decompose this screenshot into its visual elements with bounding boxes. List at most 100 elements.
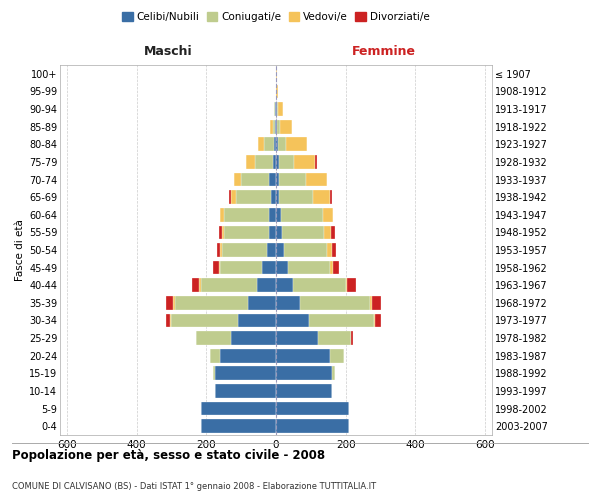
Bar bbox=[276, 420, 349, 433]
Bar bbox=[330, 260, 334, 274]
Bar bbox=[166, 296, 173, 310]
Bar bbox=[276, 243, 284, 257]
Bar bbox=[276, 190, 280, 204]
Bar bbox=[255, 155, 272, 169]
Bar bbox=[210, 349, 220, 362]
Bar bbox=[318, 331, 351, 345]
Bar bbox=[276, 366, 332, 380]
Bar bbox=[372, 296, 380, 310]
Bar bbox=[257, 138, 264, 151]
Bar bbox=[351, 331, 353, 345]
Bar bbox=[269, 226, 276, 239]
Bar bbox=[276, 349, 330, 362]
Bar bbox=[269, 172, 276, 186]
Bar bbox=[193, 278, 199, 292]
Bar bbox=[224, 226, 269, 239]
Bar bbox=[220, 243, 222, 257]
Bar bbox=[222, 226, 224, 239]
Bar bbox=[280, 172, 305, 186]
Bar bbox=[276, 84, 278, 98]
Bar bbox=[276, 384, 332, 398]
Bar bbox=[272, 120, 275, 134]
Bar bbox=[323, 208, 334, 222]
Bar bbox=[278, 102, 283, 116]
Bar bbox=[229, 190, 231, 204]
Bar bbox=[276, 120, 277, 134]
Text: Femmine: Femmine bbox=[352, 45, 416, 58]
Bar bbox=[276, 296, 301, 310]
Bar bbox=[271, 190, 276, 204]
Bar bbox=[374, 314, 375, 328]
Bar bbox=[224, 208, 269, 222]
Bar bbox=[274, 138, 276, 151]
Bar bbox=[295, 155, 316, 169]
Bar bbox=[270, 120, 272, 134]
Bar bbox=[276, 172, 280, 186]
Bar bbox=[276, 155, 279, 169]
Bar bbox=[248, 296, 276, 310]
Bar bbox=[166, 314, 170, 328]
Bar bbox=[280, 190, 313, 204]
Bar bbox=[309, 314, 374, 328]
Bar bbox=[220, 208, 224, 222]
Legend: Celibi/Nubili, Coniugati/e, Vedovi/e, Divorziati/e: Celibi/Nubili, Coniugati/e, Vedovi/e, Di… bbox=[118, 8, 434, 26]
Bar bbox=[284, 243, 327, 257]
Bar bbox=[301, 296, 370, 310]
Bar bbox=[218, 260, 220, 274]
Bar bbox=[276, 260, 288, 274]
Bar bbox=[316, 155, 317, 169]
Bar bbox=[201, 402, 276, 415]
Bar bbox=[276, 278, 293, 292]
Bar bbox=[247, 155, 255, 169]
Bar bbox=[220, 349, 276, 362]
Bar bbox=[217, 243, 220, 257]
Bar bbox=[278, 138, 286, 151]
Bar bbox=[196, 331, 231, 345]
Text: COMUNE DI CALVISANO (BS) - Dati ISTAT 1° gennaio 2008 - Elaborazione TUTTITALIA.: COMUNE DI CALVISANO (BS) - Dati ISTAT 1°… bbox=[12, 482, 376, 491]
Bar bbox=[172, 314, 238, 328]
Bar bbox=[170, 314, 172, 328]
Bar bbox=[173, 296, 175, 310]
Bar bbox=[213, 260, 218, 274]
Bar bbox=[236, 190, 271, 204]
Bar bbox=[276, 102, 277, 116]
Bar bbox=[331, 226, 335, 239]
Bar bbox=[276, 331, 318, 345]
Bar bbox=[262, 260, 276, 274]
Bar bbox=[330, 190, 332, 204]
Bar bbox=[220, 260, 262, 274]
Bar bbox=[327, 243, 332, 257]
Bar bbox=[276, 138, 278, 151]
Bar bbox=[276, 67, 277, 80]
Bar bbox=[241, 172, 269, 186]
Bar bbox=[175, 296, 248, 310]
Bar bbox=[280, 120, 292, 134]
Y-axis label: Fasce di età: Fasce di età bbox=[14, 219, 25, 281]
Bar bbox=[286, 138, 307, 151]
Bar bbox=[347, 278, 356, 292]
Bar bbox=[332, 366, 335, 380]
Bar bbox=[346, 278, 347, 292]
Bar bbox=[257, 278, 276, 292]
Bar bbox=[334, 260, 339, 274]
Bar bbox=[276, 226, 282, 239]
Bar bbox=[324, 226, 331, 239]
Bar bbox=[277, 120, 280, 134]
Bar bbox=[231, 331, 276, 345]
Text: Maschi: Maschi bbox=[143, 45, 193, 58]
Bar bbox=[274, 102, 275, 116]
Bar bbox=[293, 278, 346, 292]
Bar bbox=[201, 278, 257, 292]
Bar bbox=[276, 402, 349, 415]
Bar bbox=[219, 226, 222, 239]
Bar bbox=[201, 420, 276, 433]
Bar bbox=[288, 260, 330, 274]
Bar bbox=[275, 102, 276, 116]
Bar bbox=[330, 349, 344, 362]
Bar bbox=[234, 172, 241, 186]
Bar bbox=[276, 208, 281, 222]
Text: Popolazione per età, sesso e stato civile - 2008: Popolazione per età, sesso e stato civil… bbox=[12, 450, 325, 462]
Bar bbox=[267, 243, 276, 257]
Bar bbox=[215, 384, 276, 398]
Bar bbox=[215, 366, 276, 380]
